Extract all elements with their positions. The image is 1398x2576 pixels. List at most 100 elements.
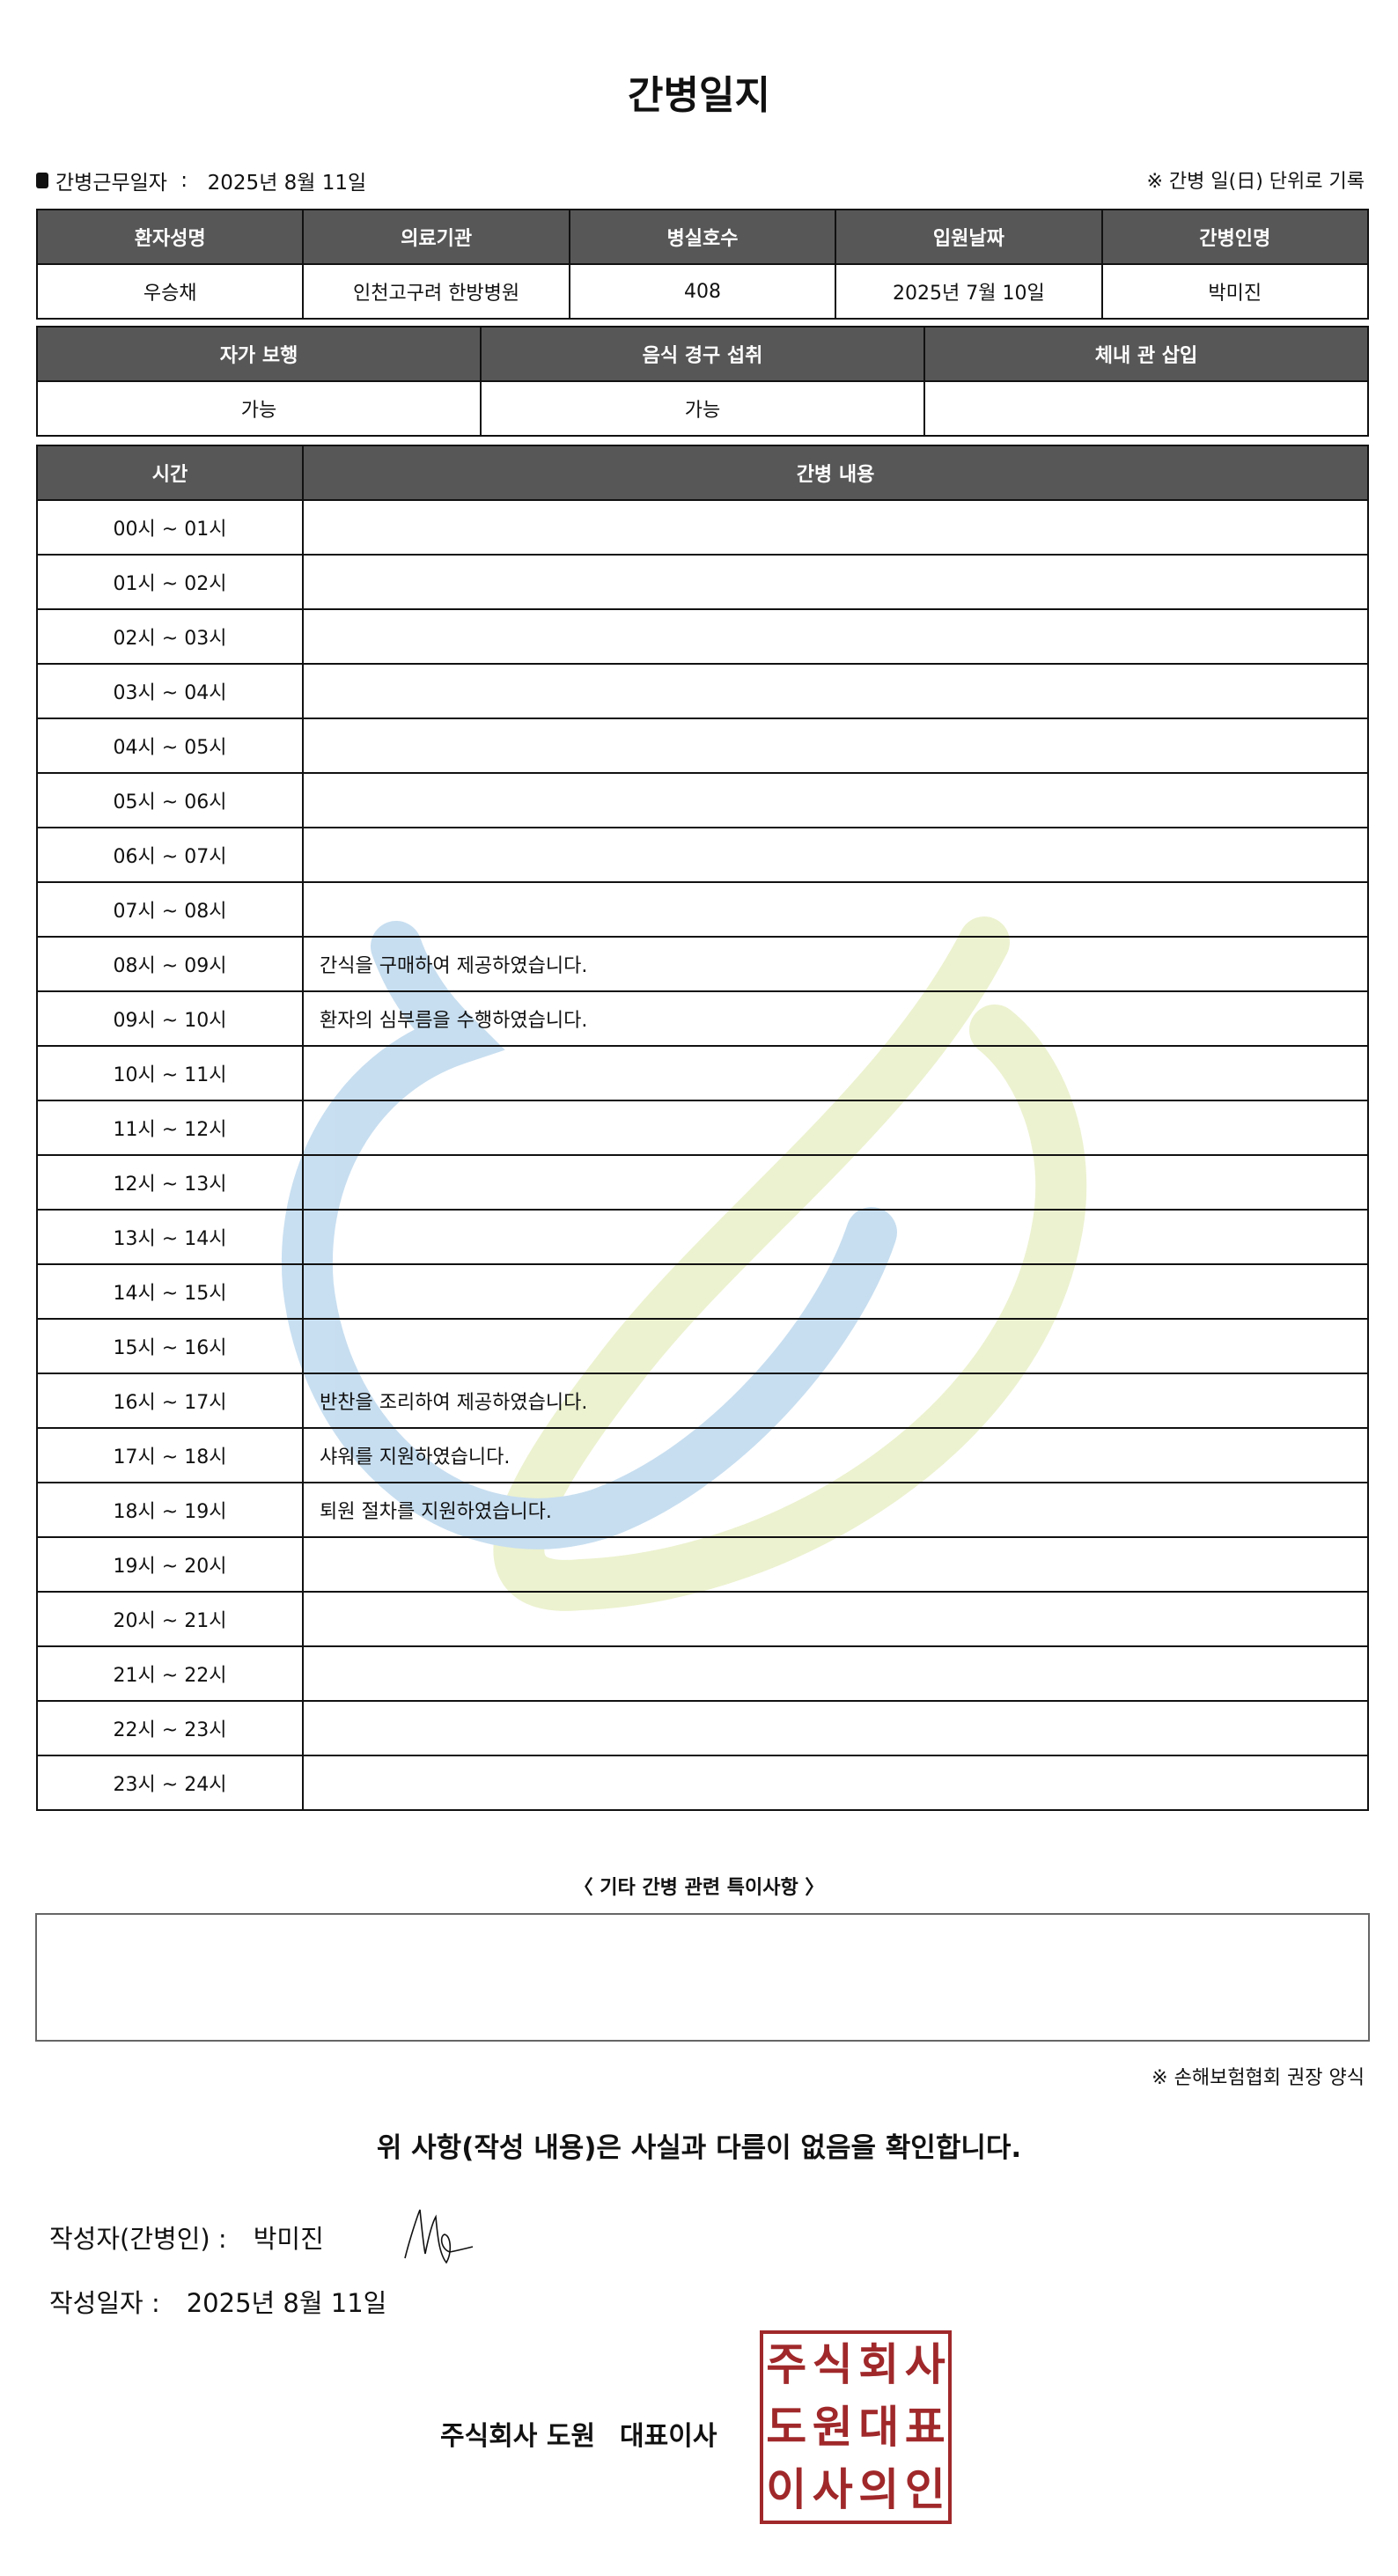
work-date-value: 2025년 8월 11일 <box>207 172 367 195</box>
table-row: 13시 ~ 14시 <box>36 1209 1369 1265</box>
patient-name: 우승채 <box>35 263 305 320</box>
time-cell: 03시 ~ 04시 <box>36 663 304 719</box>
table-row: 23시 ~ 24시 <box>36 1755 1369 1811</box>
seal-character: 회 <box>858 2339 900 2391</box>
care-content-cell <box>302 1045 1369 1101</box>
table-row: 15시 ~ 16시 <box>36 1318 1369 1374</box>
care-log-table: 시간 간병 내용 00시 ~ 01시 01시 ~ 02시 02시 ~ 03시 03시 … <box>36 445 1369 1811</box>
header-cell: 간병인명 <box>1100 209 1370 265</box>
time-cell: 17시 ~ 18시 <box>36 1427 304 1483</box>
care-content-cell: 반찬을 조리하여 제공하였습니다. <box>302 1373 1369 1429</box>
care-content-cell <box>302 554 1369 610</box>
table-row: 12시 ~ 13시 <box>36 1154 1369 1211</box>
table-row: 19시 ~ 20시 <box>36 1536 1369 1593</box>
care-content-cell <box>302 663 1369 719</box>
room-number: 408 <box>568 263 837 320</box>
header-cell: 자가 보행 <box>36 326 482 382</box>
time-cell: 14시 ~ 15시 <box>36 1263 304 1320</box>
table-row: 17시 ~ 18시 샤워를 지원하였습니다. <box>36 1427 1369 1483</box>
seal-character: 표 <box>904 2401 945 2453</box>
care-content-cell <box>302 1700 1369 1756</box>
time-cell: 20시 ~ 21시 <box>36 1591 304 1647</box>
header-cell: 병실호수 <box>568 209 837 265</box>
care-content-cell <box>302 1318 1369 1374</box>
care-content-cell <box>302 608 1369 665</box>
care-content-cell <box>302 881 1369 938</box>
caregiver-name: 박미진 <box>1100 263 1370 320</box>
hospital: 인천고구려 한방병원 <box>302 263 570 320</box>
time-cell: 06시 ~ 07시 <box>36 827 304 883</box>
table-row: 09시 ~ 10시 환자의 심부름을 수행하였습니다. <box>36 990 1369 1047</box>
time-cell: 23시 ~ 24시 <box>36 1755 304 1811</box>
written-date: 작성일자 : 2025년 8월 11일 <box>49 2283 386 2320</box>
header-cell: 환자성명 <box>35 209 305 265</box>
care-content-cell <box>302 1536 1369 1593</box>
time-cell: 16시 ~ 17시 <box>36 1373 304 1429</box>
confirmation-text: 위 사항(작성 내용)은 사실과 다름이 없음을 확인합니다. <box>376 2132 1022 2164</box>
oral-intake-status: 가능 <box>480 380 925 437</box>
tube-insertion-status <box>923 380 1369 437</box>
writer-name: 박미진 <box>253 2224 324 2254</box>
care-content-cell <box>302 1100 1369 1156</box>
seal-character: 도 <box>766 2401 807 2453</box>
table-row: 07시 ~ 08시 <box>36 881 1369 938</box>
time-cell: 21시 ~ 22시 <box>36 1645 304 1702</box>
care-content-cell <box>302 499 1369 556</box>
care-content-cell: 퇴원 절차를 지원하였습니다. <box>302 1482 1369 1538</box>
written-date-value: 2025년 8월 11일 <box>186 2288 387 2318</box>
representative-title: 대표이사 <box>620 2421 717 2452</box>
time-cell: 09시 ~ 10시 <box>36 990 304 1047</box>
care-content-cell: 환자의 심부름을 수행하였습니다. <box>302 990 1369 1047</box>
seal-character: 대 <box>858 2401 900 2453</box>
table-row: 06시 ~ 07시 <box>36 827 1369 883</box>
table-row: 05시 ~ 06시 <box>36 772 1369 828</box>
notes-box <box>35 1913 1370 2042</box>
bullet-icon <box>36 173 48 188</box>
time-cell: 00시 ~ 01시 <box>36 499 304 556</box>
time-cell: 07시 ~ 08시 <box>36 881 304 938</box>
care-content-cell <box>302 1591 1369 1647</box>
work-date-label: 간병근무일자 <box>55 172 167 195</box>
table-row: 02시 ~ 03시 <box>36 608 1369 665</box>
care-content-cell <box>302 827 1369 883</box>
care-content-cell <box>302 1755 1369 1811</box>
patient-info-table: 환자성명 의료기관 병실호수 입원날짜 간병인명 우승채 인천고구려 한방병원 … <box>35 209 1370 320</box>
time-cell: 04시 ~ 05시 <box>36 718 304 774</box>
header-cell: 입원날짜 <box>835 209 1103 265</box>
page-title: 간병일지 <box>628 73 770 118</box>
table-row: 18시 ~ 19시 퇴원 절차를 지원하였습니다. <box>36 1482 1369 1538</box>
header-cell: 음식 경구 섭취 <box>480 326 925 382</box>
time-cell: 12시 ~ 13시 <box>36 1154 304 1211</box>
time-cell: 19시 ~ 20시 <box>36 1536 304 1593</box>
table-row: 03시 ~ 04시 <box>36 663 1369 719</box>
colon: : <box>173 169 201 192</box>
table-row: 01시 ~ 02시 <box>36 554 1369 610</box>
care-content-cell: 간식을 구매하여 제공하였습니다. <box>302 936 1369 992</box>
writer-label: 작성자(간병인) : <box>49 2224 227 2254</box>
header-cell: 체내 관 삽입 <box>923 326 1369 382</box>
company-name: 주식회사 도원 <box>440 2421 596 2452</box>
table-row: 14시 ~ 15시 <box>36 1263 1369 1320</box>
care-content-cell <box>302 1209 1369 1265</box>
care-content-cell <box>302 1263 1369 1320</box>
signature <box>404 2209 474 2264</box>
company-signoff: 주식회사 도원 대표이사 <box>440 2414 717 2453</box>
table-row: 10시 ~ 11시 <box>36 1045 1369 1101</box>
notes-title: 〈 기타 간병 관련 특이사항 〉 <box>573 1877 825 1899</box>
time-cell: 05시 ~ 06시 <box>36 772 304 828</box>
time-cell: 22시 ~ 23시 <box>36 1700 304 1756</box>
care-content-cell <box>302 772 1369 828</box>
care-content-cell <box>302 1645 1369 1702</box>
seal-character: 이 <box>766 2463 807 2515</box>
table-row: 00시 ~ 01시 <box>36 499 1369 556</box>
care-content-cell: 샤워를 지원하였습니다. <box>302 1427 1369 1483</box>
walking-status: 가능 <box>36 380 482 437</box>
table-row: 22시 ~ 23시 <box>36 1700 1369 1756</box>
table-row: 04시 ~ 05시 <box>36 718 1369 774</box>
table-row: 16시 ~ 17시 반찬을 조리하여 제공하였습니다. <box>36 1373 1369 1429</box>
time-cell: 02시 ~ 03시 <box>36 608 304 665</box>
time-cell: 15시 ~ 16시 <box>36 1318 304 1374</box>
time-cell: 10시 ~ 11시 <box>36 1045 304 1101</box>
admission-date: 2025년 7월 10일 <box>835 263 1103 320</box>
care-content-cell <box>302 1154 1369 1211</box>
